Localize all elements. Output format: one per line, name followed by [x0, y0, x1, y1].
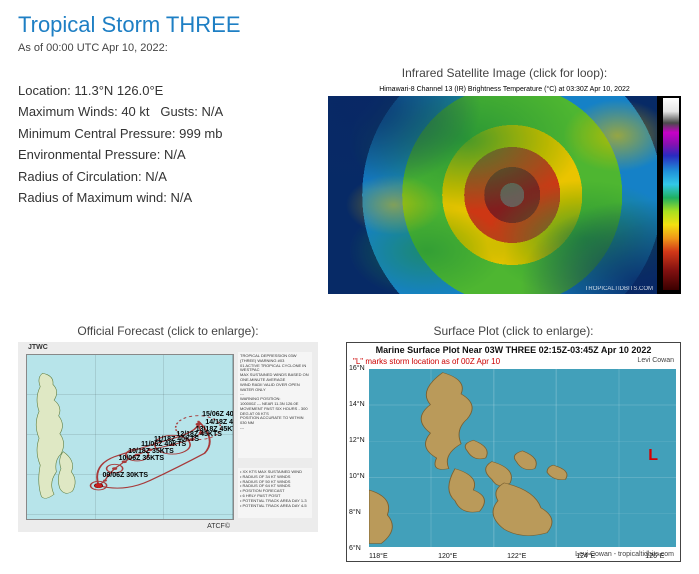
surface-lon-tick: 124°E: [576, 553, 595, 560]
forecast-jtwc-label: JTWC: [28, 344, 48, 351]
rmw-label: Radius of Maximum wind:: [18, 190, 167, 205]
surface-lat-tick: 14°N: [349, 401, 365, 408]
forecast-track-label: 14/18Z 40KTS: [205, 419, 234, 426]
storm-title: Tropical Storm THREE: [18, 12, 681, 38]
surface-lon-tick: 126°E: [645, 553, 664, 560]
roc-label: Radius of Circulation:: [18, 169, 142, 184]
mincp-label: Minimum Central Pressure:: [18, 126, 176, 141]
ir-attribution: TROPICALTIDBITS.COM: [585, 286, 653, 292]
maxwind-value: 40 kt: [121, 104, 149, 119]
gusts-label: Gusts:: [160, 104, 198, 119]
surface-lat-tick: 12°N: [349, 437, 365, 444]
top-row: Location: 11.3°N 126.0°E Maximum Winds: …: [18, 66, 681, 294]
surface-l-marker: L: [648, 447, 658, 465]
forecast-image[interactable]: JTWC ATCF©: [18, 342, 318, 532]
ir-swirl-graphic: [328, 96, 657, 294]
ir-colorbar: [663, 98, 679, 290]
surface-panel: Surface Plot (click to enlarge): Marine …: [346, 324, 681, 562]
surface-lon-tick: 122°E: [507, 553, 526, 560]
surface-land: [369, 369, 676, 547]
surface-lat-tick: 6°N: [349, 545, 361, 552]
surface-caption: Surface Plot (click to enlarge):: [346, 324, 681, 338]
surface-lat-tick: 16°N: [349, 365, 365, 372]
forecast-legend-box: • XX KTS MAX SUSTAINED WIND• RADIUS OF 3…: [238, 468, 312, 518]
roc-value: N/A: [145, 169, 167, 184]
ir-panel: Infrared Satellite Image (click for loop…: [328, 66, 681, 294]
envp-label: Environmental Pressure:: [18, 147, 160, 162]
ir-banner: Himawari-8 Channel 13 (IR) Brightness Te…: [328, 84, 681, 96]
forecast-sea: 09/06Z 30KTS10/06Z 35KTS10/18Z 35KTS11/0…: [26, 354, 234, 520]
surface-author: Levi Cowan: [637, 357, 674, 364]
envp-value: N/A: [164, 147, 186, 162]
surface-subtitle: "L" marks storm location as of 00Z Apr 1…: [353, 357, 500, 366]
rmw-value: N/A: [170, 190, 192, 205]
bottom-row: Official Forecast (click to enlarge): JT…: [18, 324, 681, 562]
forecast-track-label: 09/06Z 30KTS: [103, 472, 149, 479]
surface-lat-tick: 8°N: [349, 509, 361, 516]
surface-lat-tick: 10°N: [349, 473, 365, 480]
asof-text: As of 00:00 UTC Apr 10, 2022:: [18, 42, 681, 54]
gusts-value: N/A: [202, 104, 224, 119]
forecast-atcf-label: ATCF©: [207, 523, 230, 530]
ir-caption: Infrared Satellite Image (click for loop…: [328, 66, 681, 80]
surface-image[interactable]: Marine Surface Plot Near 03W THREE 02:15…: [346, 342, 681, 562]
surface-lon-tick: 120°E: [438, 553, 457, 560]
forecast-caption: Official Forecast (click to enlarge):: [18, 324, 318, 338]
location-label: Location:: [18, 83, 71, 98]
surface-title: Marine Surface Plot Near 03W THREE 02:15…: [347, 345, 680, 355]
forecast-info-box: TROPICAL DEPRESSION 03W (THREE) WARNING …: [238, 352, 312, 458]
mincp-value: 999 mb: [179, 126, 222, 141]
forecast-panel: Official Forecast (click to enlarge): JT…: [18, 324, 318, 532]
location-value: 11.3°N 126.0°E: [74, 83, 163, 98]
ir-image[interactable]: Himawari-8 Channel 13 (IR) Brightness Te…: [328, 84, 681, 294]
surface-map: L: [369, 369, 676, 547]
maxwind-label: Maximum Winds:: [18, 104, 118, 119]
forecast-track-label: 10/18Z 35KTS: [128, 448, 174, 455]
surface-lon-tick: 118°E: [369, 553, 388, 560]
forecast-track-label: 15/06Z 40KTS: [202, 411, 234, 418]
storm-info: Location: 11.3°N 126.0°E Maximum Winds: …: [18, 66, 308, 294]
forecast-track-label: 10/06Z 35KTS: [119, 455, 165, 462]
forecast-track-label: 13/18Z 45KTS: [196, 426, 234, 433]
